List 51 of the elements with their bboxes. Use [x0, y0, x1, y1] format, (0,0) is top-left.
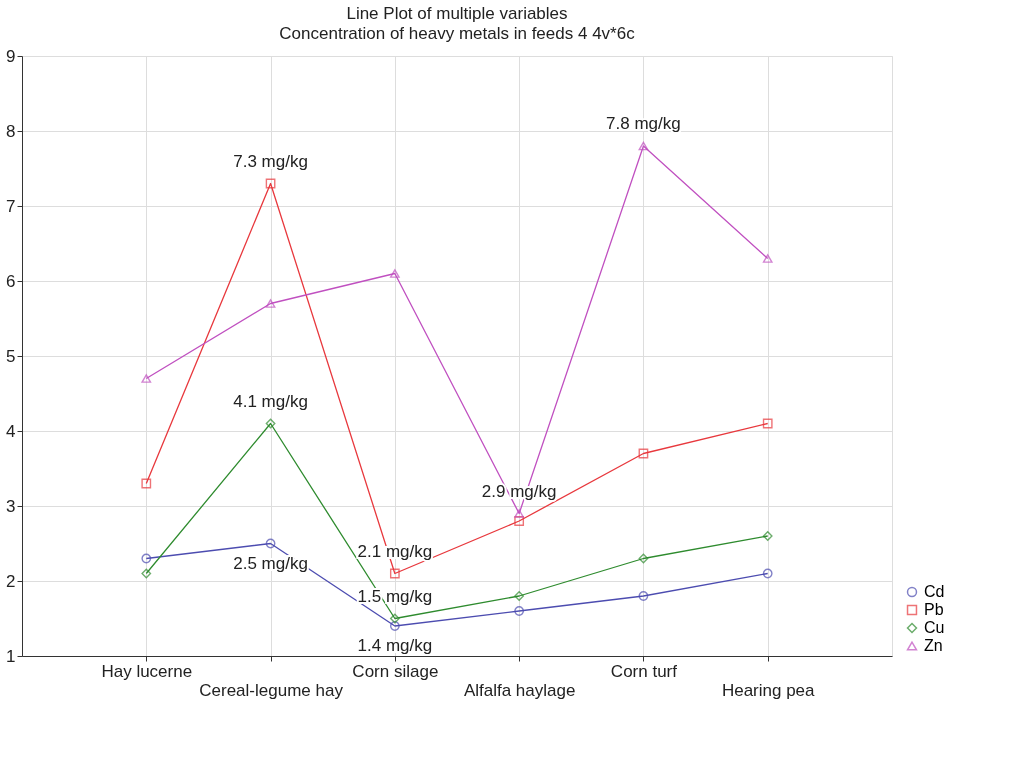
point [638, 591, 649, 601]
point [638, 448, 649, 459]
y-tick-label: 1 [6, 646, 16, 666]
y-tick-label: 6 [6, 271, 16, 291]
point [389, 568, 400, 579]
legend-label: Cd [924, 583, 945, 600]
point [141, 553, 152, 564]
point [265, 178, 276, 189]
point [141, 478, 152, 489]
y-tick-label: 3 [6, 496, 16, 516]
point [141, 374, 152, 383]
legend-label: Zn [924, 637, 943, 654]
point [389, 613, 400, 624]
point [514, 591, 525, 601]
y-tick-label: 9 [6, 46, 16, 66]
x-tick-label: Hearing pea [721, 680, 816, 700]
point [638, 141, 649, 151]
x-tick-label: Corn turf [610, 661, 678, 681]
point [265, 538, 276, 549]
chart-title: Line Plot of multiple variables [346, 4, 568, 23]
legend-label: Pb [924, 601, 944, 618]
y-tick-label: 2 [6, 571, 16, 591]
point [762, 418, 773, 429]
point [265, 299, 276, 308]
annotation: 7.8 mg/kg [606, 114, 681, 133]
annotation: 1.4 mg/kg [357, 636, 433, 655]
point [141, 568, 152, 579]
point [514, 516, 525, 526]
point [514, 606, 525, 616]
annotation: 1.5 mg/kg [357, 586, 433, 606]
point [762, 254, 773, 263]
y-tick-label: 5 [6, 346, 16, 366]
x-tick-label: Alfalfa haylage [463, 680, 576, 700]
point [265, 418, 276, 429]
legend-label: Cu [924, 619, 945, 636]
y-tick-label: 8 [6, 121, 16, 141]
point [762, 568, 773, 579]
point [762, 531, 773, 541]
annotation: 4.1 mg/kg [233, 391, 308, 411]
x-tick-label: Hay lucerne [101, 661, 193, 681]
chart-subtitle: Concentration of heavy metals in feeds 4 4v*6c [279, 24, 636, 43]
point [514, 509, 525, 518]
point [389, 621, 400, 631]
annotation: 2.1 mg/kg [357, 541, 433, 561]
point [638, 553, 649, 564]
x-tick-label: Corn silage [352, 661, 439, 681]
point [389, 269, 400, 278]
x-tick-label: Cereal-legume hay [199, 680, 344, 700]
y-tick-label: 4 [6, 421, 16, 441]
annotation: 7.3 mg/kg [233, 151, 308, 171]
y-tick-label: 7 [6, 196, 16, 216]
